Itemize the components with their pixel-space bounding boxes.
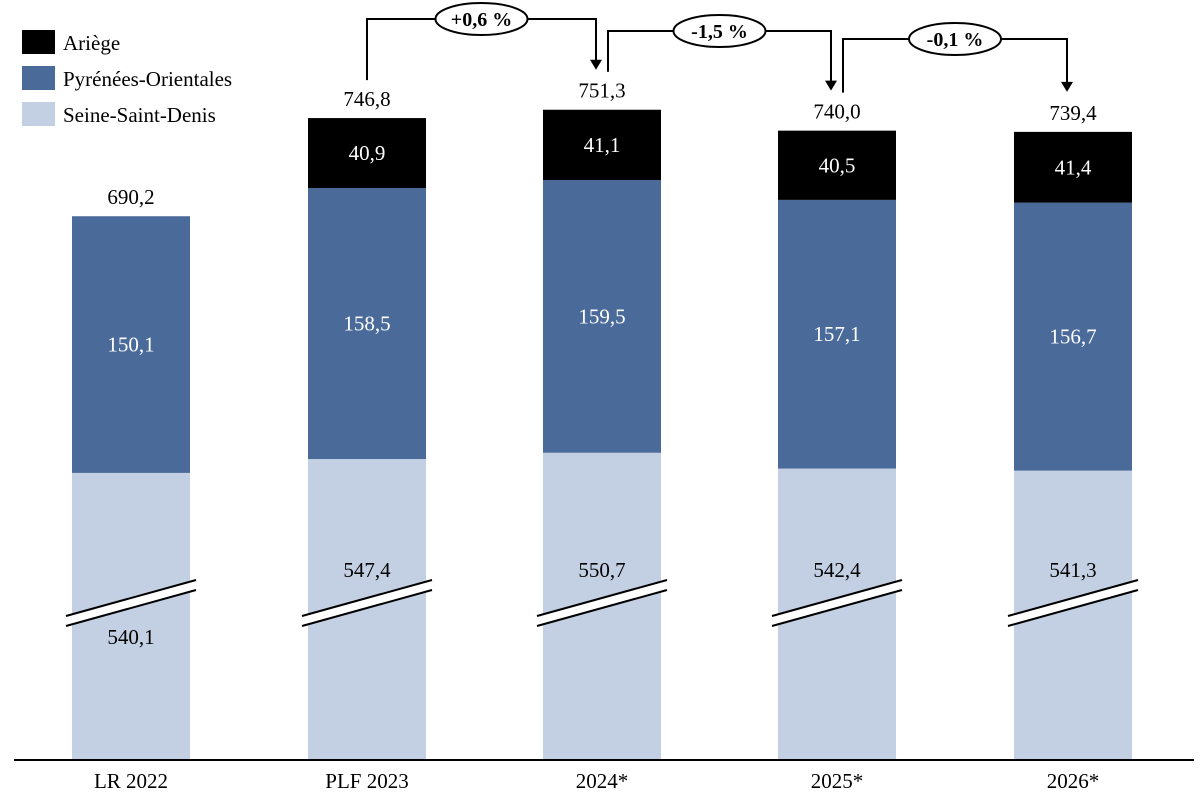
value-labels-layer: 150,1 540,1 690,2 40,9 158,5 547,4 746,8 41,1 15… [107, 79, 1097, 649]
change-label-1: -1,5 % [691, 21, 748, 43]
change-label-0: +0,6 % [451, 9, 512, 31]
value-label-ariege-3: 40,5 [819, 153, 856, 177]
legend-swatch-seine-saint-denis [22, 102, 55, 126]
axis-break-line-upper-3 [771, 579, 903, 617]
total-label-2: 751,3 [578, 79, 625, 103]
x-tick-labels-layer: LR 2022 PLF 2023 2024* 2025* 2026* [94, 769, 1099, 793]
value-label-pyrenees-orientales-4: 156,7 [1049, 325, 1096, 349]
bar-ariege-3 [778, 130, 896, 200]
change-label-2: -0,1 % [927, 29, 984, 51]
axis-break-line-upper-4 [1007, 579, 1139, 617]
x-tick-label-2: 2024* [576, 769, 629, 793]
legend-swatch-ariege [22, 30, 55, 54]
axis-break-line-upper-1 [301, 579, 433, 617]
total-label-3: 740,0 [813, 100, 860, 124]
axis-break-line-lower-4 [1007, 589, 1139, 627]
axis-break-gap-0 [66, 580, 196, 626]
bar-pyrenees-orientales-3 [778, 199, 896, 469]
value-label-seine-saint-denis-3: 542,4 [813, 558, 861, 582]
legend-swatch-pyrenees-orientales [22, 66, 55, 90]
value-label-ariege-4: 41,4 [1055, 155, 1092, 179]
value-label-ariege-2: 41,1 [584, 133, 621, 157]
axis-break-line-lower-1 [301, 589, 433, 627]
value-label-seine-saint-denis-2: 550,7 [578, 558, 625, 582]
bar-ariege-4 [1014, 131, 1132, 203]
value-label-pyrenees-orientales-2: 159,5 [578, 304, 625, 328]
x-tick-label-3: 2025* [811, 769, 864, 793]
axis-break-line-upper-0 [65, 579, 197, 617]
axis-break-line-lower-3 [771, 589, 903, 627]
value-label-pyrenees-orientales-0: 150,1 [107, 333, 154, 357]
axis-break-layer [65, 579, 1139, 627]
axis-break-gap-1 [302, 580, 432, 626]
value-label-seine-saint-denis-1: 547,4 [343, 558, 391, 582]
value-label-seine-saint-denis-0: 540,1 [107, 625, 154, 649]
axis-break-gap-3 [772, 580, 902, 626]
axis-break-gap-4 [1008, 580, 1138, 626]
change-arrowhead-2 [1061, 81, 1073, 92]
axis-break-line-upper-2 [536, 579, 668, 617]
legend: Ariège Pyrénées-Orientales Seine-Saint-Den… [22, 30, 232, 127]
change-arrowhead-0 [590, 59, 602, 70]
bars-layer [72, 109, 1132, 760]
bar-pyrenees-orientales-0 [72, 216, 190, 473]
value-label-pyrenees-orientales-1: 158,5 [343, 312, 390, 336]
x-tick-label-4: 2026* [1047, 769, 1100, 793]
bar-pyrenees-orientales-4 [1014, 202, 1132, 471]
legend-label-seine-saint-denis: Seine-Saint-Denis [63, 103, 216, 127]
total-label-0: 690,2 [107, 185, 154, 209]
total-label-1: 746,8 [343, 87, 390, 111]
axis-break-line-lower-0 [65, 589, 197, 627]
axis-break-line-lower-2 [536, 589, 668, 627]
change-arrowhead-1 [825, 80, 837, 91]
change-bubble-1 [672, 14, 767, 48]
value-label-ariege-1: 40,9 [349, 141, 386, 165]
change-bubble-2 [908, 22, 1002, 56]
bar-pyrenees-orientales-2 [543, 180, 661, 453]
value-label-seine-saint-denis-4: 541,3 [1049, 558, 1096, 582]
legend-label-ariege: Ariège [63, 31, 120, 55]
change-annotations-layer: +0,6 % -1,5 % -0,1 % [366, 2, 1073, 93]
bar-ariege-1 [308, 118, 426, 189]
change-bubble-0 [434, 2, 529, 36]
total-label-4: 739,4 [1049, 101, 1097, 125]
value-label-pyrenees-orientales-3: 157,1 [813, 322, 860, 346]
x-tick-label-0: LR 2022 [94, 769, 168, 793]
axis-break-gap-2 [537, 580, 667, 626]
bar-ariege-2 [543, 109, 661, 181]
x-tick-label-1: PLF 2023 [325, 769, 408, 793]
legend-label-pyrenees-orientales: Pyrénées-Orientales [63, 67, 232, 91]
bar-pyrenees-orientales-1 [308, 188, 426, 460]
